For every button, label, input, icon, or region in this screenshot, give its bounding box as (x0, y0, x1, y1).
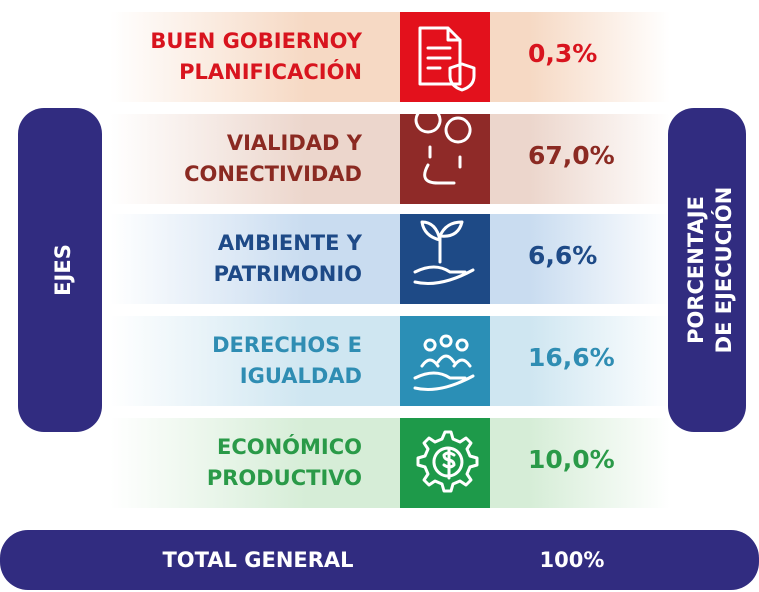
row-value: 67,0% (528, 141, 615, 170)
percentage-label: PORCENTAJE (684, 196, 708, 344)
row-label: IGUALDAD (240, 364, 362, 388)
row-label: BUEN GOBIERNOY (150, 29, 362, 53)
row-value: 6,6% (528, 241, 597, 270)
row-value: 16,6% (528, 343, 615, 372)
ejes-pill (18, 108, 102, 432)
total-bar (0, 530, 759, 590)
row-label: CONECTIVIDAD (184, 162, 362, 186)
row-background (110, 418, 670, 508)
icon-shape (418, 26, 476, 92)
icon (413, 334, 475, 391)
total-value: 100% (540, 548, 605, 572)
row-label: PRODUCTIVO (207, 466, 362, 490)
percentage-pill (668, 108, 746, 432)
icon (413, 220, 475, 285)
row-background (110, 316, 670, 406)
icon-shape (413, 220, 475, 285)
row-label: PATRIMONIO (214, 262, 362, 286)
percentage-label: DE EJECUCIÓN (711, 187, 736, 354)
icon-box (400, 316, 490, 406)
row-label: DERECHOS E (212, 333, 362, 357)
icon-shape (414, 106, 472, 185)
icon (416, 430, 479, 493)
total-label: TOTAL GENERAL (162, 548, 353, 572)
row-background (110, 114, 670, 204)
icon (414, 106, 472, 185)
icon-shape (416, 430, 479, 493)
row-value: 0,3% (528, 39, 597, 68)
row-label: AMBIENTE Y (218, 231, 363, 255)
ejes-label: EJES (51, 244, 75, 296)
row-label: ECONÓMICO (217, 434, 362, 459)
icon-shape (413, 334, 475, 391)
row-label: PLANIFICACIÓN (179, 59, 362, 84)
row-background (110, 12, 670, 102)
icon (418, 26, 476, 92)
row-label: VIALIDAD Y (227, 131, 363, 155)
row-background (110, 214, 670, 304)
row-value: 10,0% (528, 445, 615, 474)
